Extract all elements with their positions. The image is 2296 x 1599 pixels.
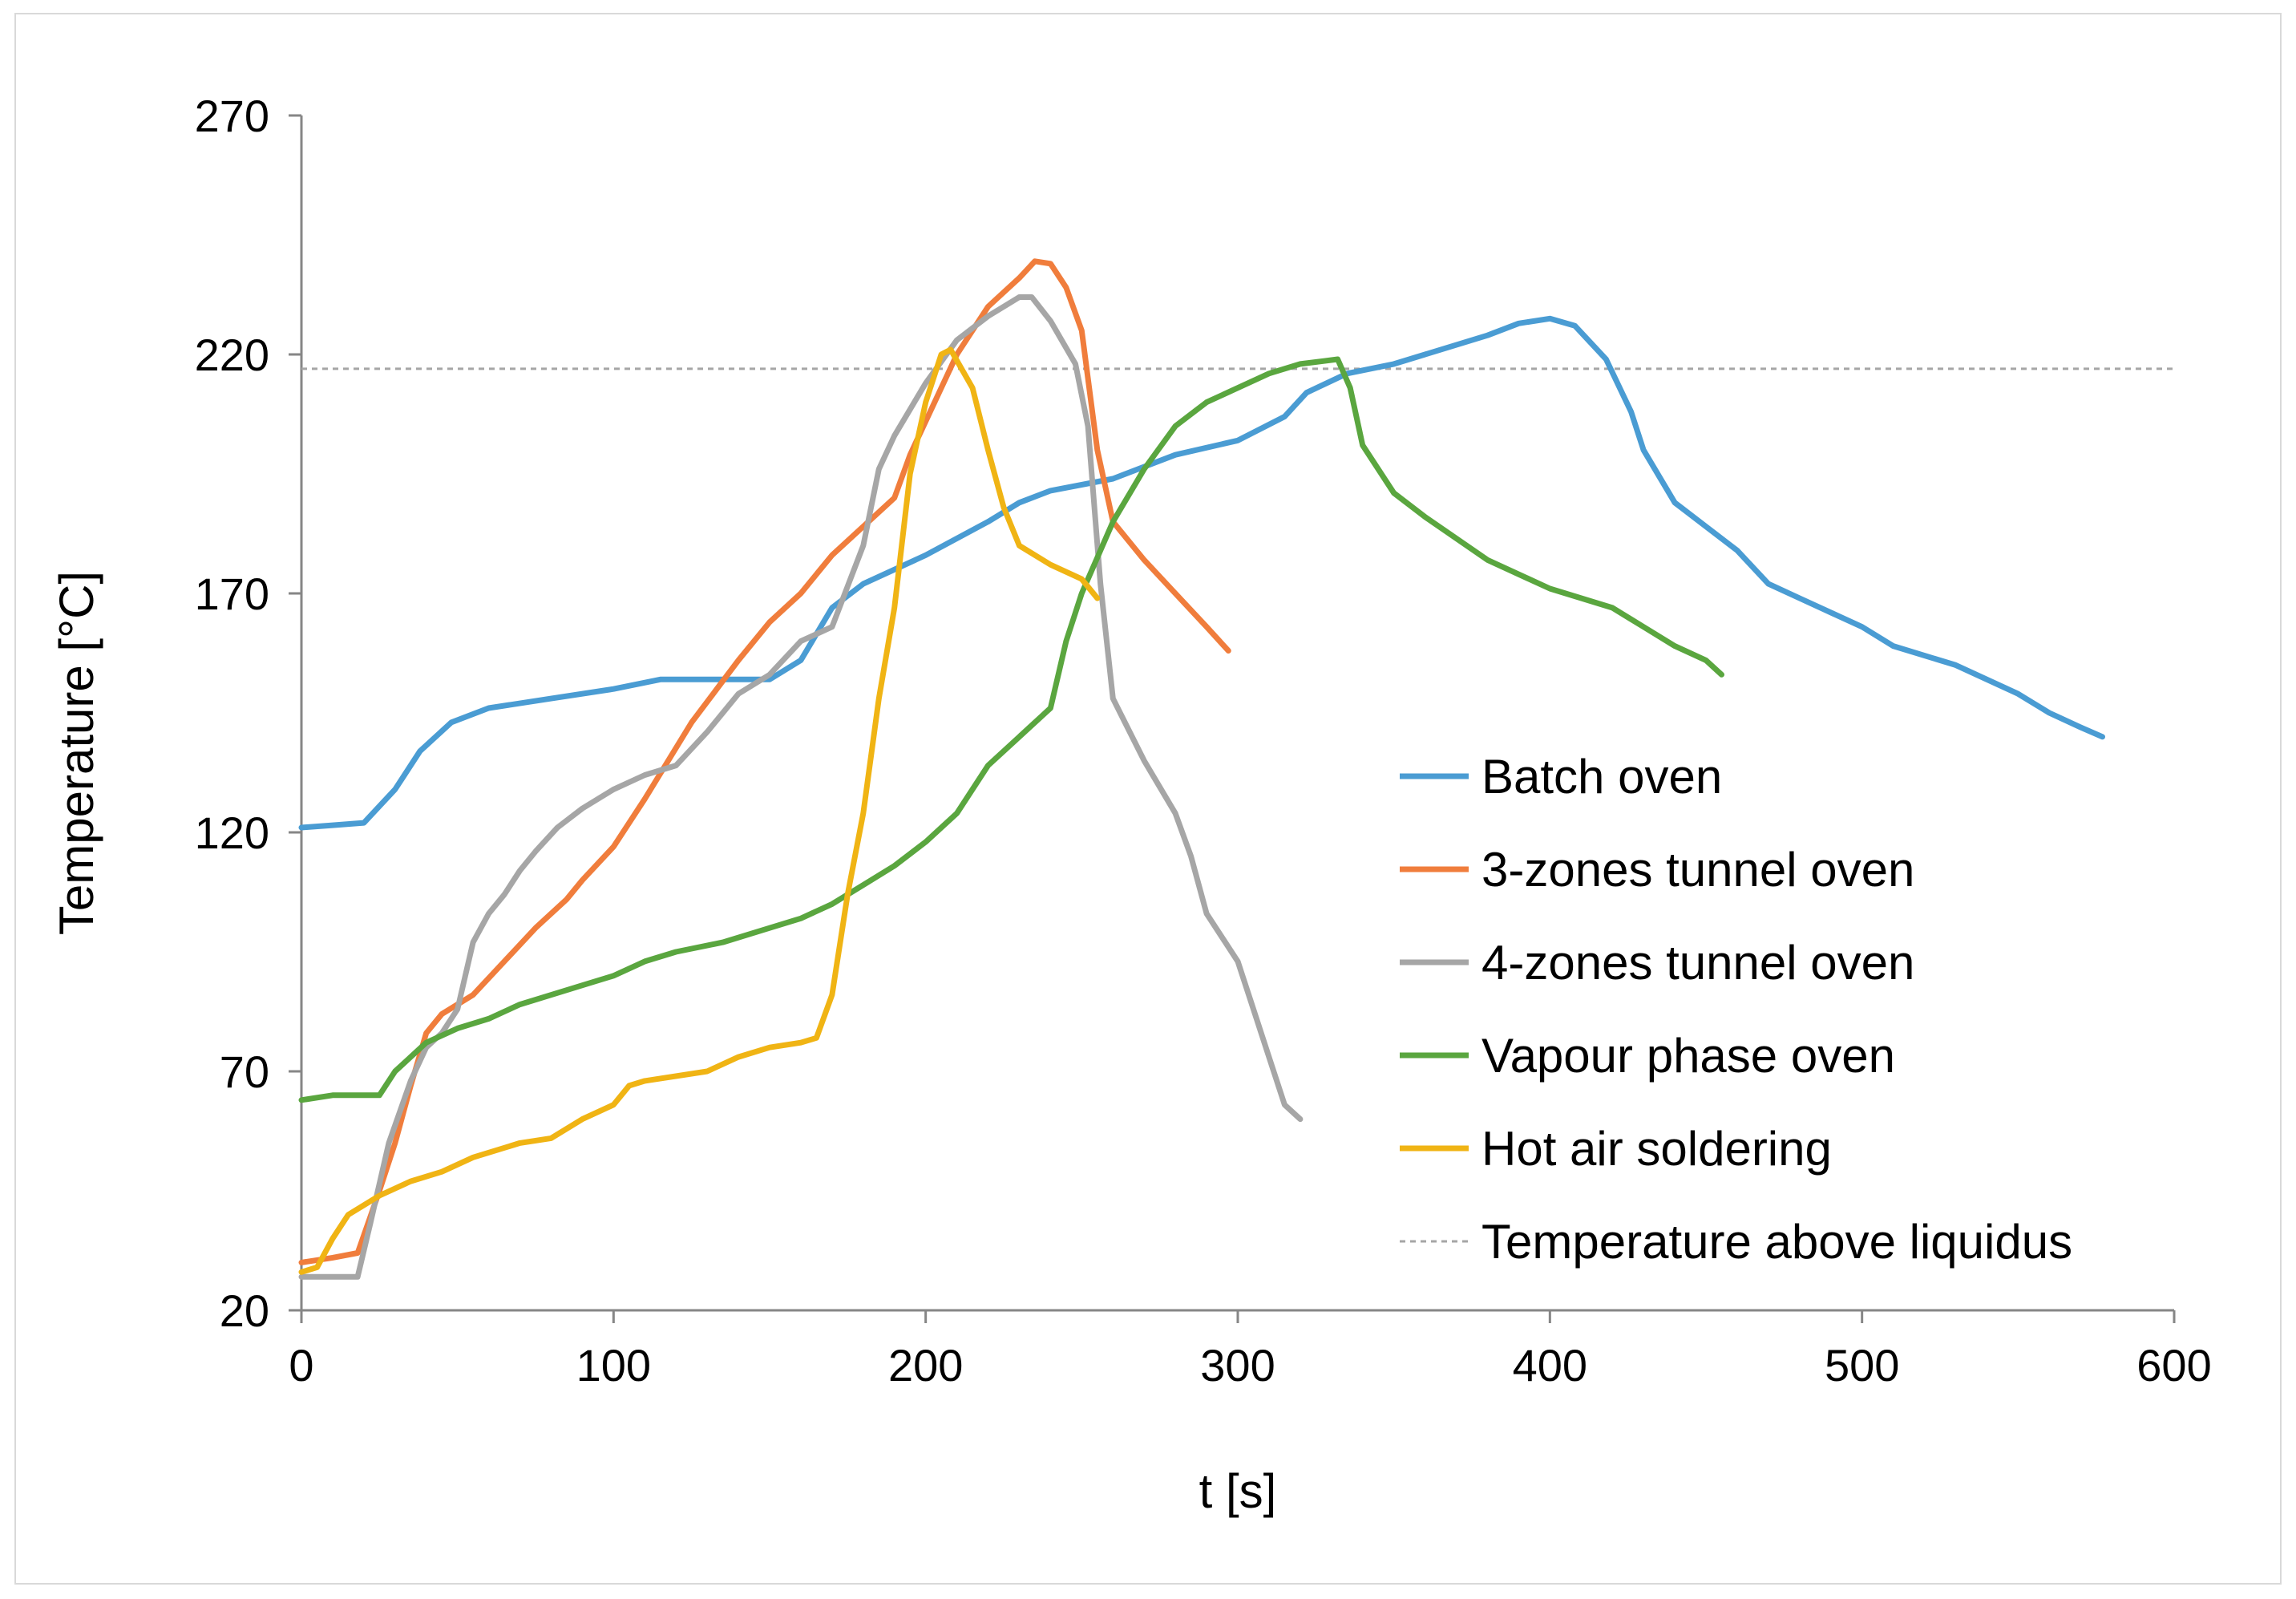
y-tick-label: 70 <box>220 1046 269 1097</box>
axes: 20 70 120 170 220 270 0 100 200 300 400 500 600 <box>195 91 2212 1391</box>
x-tick-label: 600 <box>2136 1340 2211 1391</box>
y-tick-label: 220 <box>195 330 269 380</box>
x-tick-label: 100 <box>576 1340 651 1391</box>
x-tick-label: 400 <box>1513 1340 1587 1391</box>
series-line-4-zones-tunnel-oven <box>298 294 1304 1280</box>
legend-label-batch-oven: Batch oven <box>1481 750 1722 804</box>
series-line-vapour-phase-oven <box>298 356 1724 1103</box>
y-axis-title: Temperature [°C] <box>50 571 103 935</box>
legend: Batch oven 3-zones tunnel oven 4-zones tun… <box>1400 750 2072 1269</box>
chart-frame: 20 70 120 170 220 270 0 100 200 300 400 500 600 Batc… <box>14 13 2282 1585</box>
y-tick-label: 270 <box>195 91 269 141</box>
series-layer <box>298 258 2105 1280</box>
x-tick-label: 300 <box>1200 1340 1275 1391</box>
legend-label-hot-air-soldering: Hot air soldering <box>1481 1122 1832 1176</box>
x-tick-label: 0 <box>289 1340 313 1391</box>
line-chart: 20 70 120 170 220 270 0 100 200 300 400 500 600 Batc… <box>50 91 2212 1518</box>
series-line-batch-oven <box>298 315 2105 831</box>
y-tick-label: 170 <box>195 569 269 619</box>
y-tick-label: 120 <box>195 808 269 858</box>
legend-label-temperature-above-liquidus: Temperature above liquidus <box>1481 1215 2072 1269</box>
x-tick-label: 500 <box>1825 1340 1899 1391</box>
legend-label-3-zones-tunnel-oven: 3-zones tunnel oven <box>1481 843 1914 897</box>
series-line-3-zones-tunnel-oven <box>298 258 1231 1265</box>
series-line-hot-air-soldering <box>298 346 1101 1275</box>
legend-label-4-zones-tunnel-oven: 4-zones tunnel oven <box>1481 936 1914 990</box>
x-axis-title: t [s] <box>1199 1464 1277 1518</box>
y-tick-label: 20 <box>220 1285 269 1336</box>
legend-label-vapour-phase-oven: Vapour phase oven <box>1481 1029 1895 1083</box>
x-tick-label: 200 <box>888 1340 963 1391</box>
